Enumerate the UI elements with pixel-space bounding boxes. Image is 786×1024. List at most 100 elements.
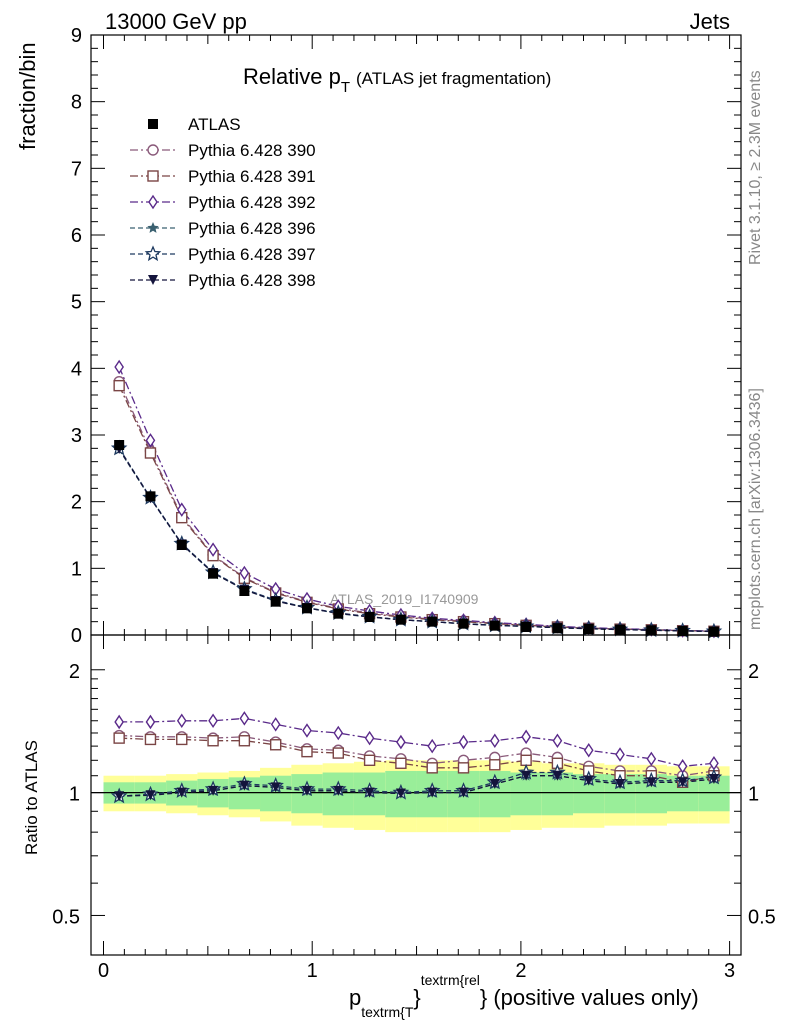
data-point bbox=[552, 623, 563, 634]
rivet-info-label: Rivet 3.1.10, ≥ 2.3M events bbox=[747, 70, 764, 265]
ratio-point-3 bbox=[176, 713, 187, 729]
ratio-point-2 bbox=[207, 735, 219, 747]
series-point-2 bbox=[144, 447, 157, 459]
ratio-point-6 bbox=[427, 787, 438, 798]
legend-marker bbox=[147, 222, 159, 233]
ratio-point-2 bbox=[301, 745, 313, 758]
mcplots-info-label: mcplots.cern.ch [arXiv:1306.3436] bbox=[747, 388, 764, 630]
ratio-point-2 bbox=[144, 733, 157, 746]
top-y-tick-label: 2 bbox=[71, 492, 82, 514]
top-y-tick-label: 5 bbox=[71, 292, 82, 314]
top-y-tick-label: 6 bbox=[71, 225, 82, 247]
top-y-tick-label: 7 bbox=[71, 158, 82, 180]
ratio-point-3 bbox=[208, 713, 218, 729]
ratio-point-3 bbox=[364, 730, 375, 746]
x-title-p: p bbox=[349, 985, 361, 1010]
bottom-y-tick-label-left: 2 bbox=[69, 661, 80, 683]
x-tick-label: 1 bbox=[307, 960, 318, 982]
bottom-y-tick-label-left: 0.5 bbox=[52, 906, 80, 928]
legend-label: ATLAS bbox=[188, 115, 241, 134]
x-axis-title: ptextrm{T}textrm{rel} (positive values o… bbox=[349, 972, 699, 1020]
ratio-point-6 bbox=[176, 787, 187, 798]
data-point bbox=[521, 622, 532, 632]
bottom-y-tick-label-right: 1 bbox=[748, 784, 759, 806]
ratio-point-6 bbox=[646, 777, 657, 788]
legend-marker bbox=[147, 170, 159, 182]
legend-marker-data bbox=[148, 119, 158, 129]
legend-label: Pythia 6.428 390 bbox=[188, 141, 316, 160]
data-point bbox=[708, 626, 719, 637]
top-y-tick-label: 1 bbox=[71, 558, 82, 580]
series-point-3 bbox=[176, 502, 187, 517]
ratio-point-6 bbox=[708, 773, 719, 784]
top-y-tick-label: 9 bbox=[71, 25, 82, 47]
ratio-point-3 bbox=[333, 725, 344, 741]
chart-title-main: Relative p bbox=[243, 64, 341, 89]
series-point-3 bbox=[145, 433, 156, 448]
ratio-point-3 bbox=[145, 714, 156, 730]
data-point bbox=[114, 440, 125, 450]
top-ylabel: fraction/bin bbox=[15, 42, 40, 150]
top-y-tick-label: 8 bbox=[71, 92, 82, 114]
legend-label: Pythia 6.428 396 bbox=[188, 219, 316, 238]
data-point bbox=[646, 625, 657, 636]
chart-title: Relative pT (ATLAS jet fragmentation) bbox=[243, 64, 551, 96]
ratio-point-6 bbox=[145, 790, 156, 801]
legend-marker bbox=[148, 275, 158, 285]
data-point bbox=[583, 624, 594, 634]
ratio-point-2 bbox=[363, 754, 376, 766]
ratio-point-2 bbox=[176, 733, 188, 746]
ratio-point-3 bbox=[458, 734, 469, 750]
series-point-3 bbox=[208, 542, 218, 557]
ratio-point-3 bbox=[396, 734, 406, 750]
chart-title-sub: T bbox=[341, 79, 350, 96]
x-tick-label: 3 bbox=[724, 960, 735, 982]
legend-label: Pythia 6.428 392 bbox=[188, 193, 316, 212]
header-right-label: Jets bbox=[690, 9, 730, 34]
data-point bbox=[458, 618, 469, 629]
ratio-point-2 bbox=[332, 747, 344, 759]
ratio-point-3 bbox=[521, 729, 531, 745]
ratio-point-6 bbox=[583, 775, 594, 786]
ratio-point-3 bbox=[302, 723, 312, 738]
legend-marker bbox=[144, 245, 162, 262]
legend-marker bbox=[147, 144, 159, 156]
data-point bbox=[677, 626, 688, 636]
data-point bbox=[145, 491, 156, 502]
top-y-tick-label: 4 bbox=[71, 358, 82, 380]
data-point bbox=[301, 603, 312, 614]
ratio-point-6 bbox=[239, 780, 250, 791]
ratio-point-6 bbox=[364, 787, 375, 798]
ratio-point-6 bbox=[114, 791, 125, 802]
bottom-y-tick-label-left: 1 bbox=[69, 784, 80, 806]
data-point bbox=[208, 568, 219, 579]
ratio-line-3 bbox=[119, 717, 714, 767]
data-point bbox=[333, 608, 344, 619]
data-point bbox=[489, 620, 500, 631]
ratio-point-6 bbox=[521, 770, 532, 781]
ratio-point-6 bbox=[458, 787, 469, 798]
legend-label: Pythia 6.428 398 bbox=[188, 271, 316, 290]
ratio-point-3 bbox=[489, 733, 500, 749]
ratio-point-3 bbox=[270, 717, 281, 732]
ratio-line-6 bbox=[119, 775, 714, 797]
top-y-tick-label: 0 bbox=[71, 625, 82, 647]
ratio-point-3 bbox=[427, 738, 438, 754]
ratio-point-6 bbox=[301, 785, 312, 796]
ratio-point-3 bbox=[239, 711, 250, 726]
top-y-tick-label: 3 bbox=[71, 425, 82, 447]
x-title-rest: } (positive values only) bbox=[480, 985, 699, 1010]
ratio-point-6 bbox=[677, 777, 688, 788]
series-line-6 bbox=[118, 448, 714, 633]
bottom-y-tick-label-right: 0.5 bbox=[748, 906, 776, 928]
x-title-sub: textrm{T bbox=[361, 1004, 414, 1020]
data-point bbox=[270, 596, 281, 607]
x-tick-label: 0 bbox=[98, 960, 109, 982]
ratio-point-2 bbox=[113, 732, 125, 744]
series-point-3 bbox=[239, 565, 250, 581]
x-tick-label: 2 bbox=[515, 960, 526, 982]
ratio-point-6 bbox=[333, 785, 344, 796]
bottom-y-tick-label-right: 2 bbox=[748, 661, 759, 683]
ratio-point-2 bbox=[269, 739, 282, 751]
